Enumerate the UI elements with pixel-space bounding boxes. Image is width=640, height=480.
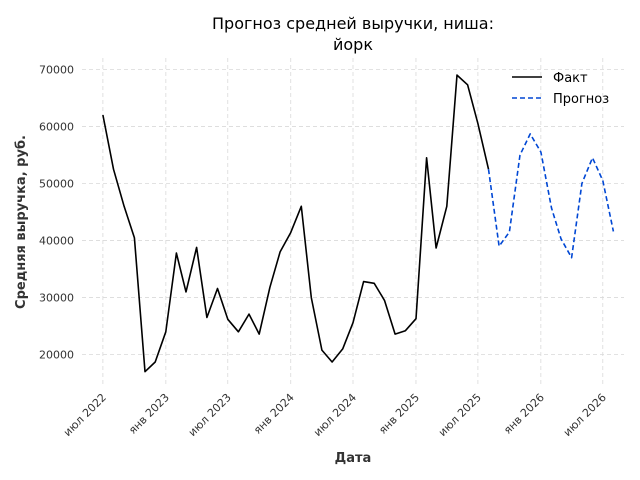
y-tick-label: 20000 [39,349,74,362]
y-tick-label: 40000 [39,235,74,248]
legend-label-fact: Факт [553,71,588,86]
series-line-forecast [487,133,615,259]
y-tick-label: 70000 [39,63,74,76]
x-axis-ticks: июл 2022 янв 2023 июл 2023 янв 2024 июл 2024… [61,391,609,439]
x-tick-label: янв 2023 [126,391,172,437]
x-axis-label: Дата [335,451,372,466]
chart-title-line-1: Прогноз средней выручки, ниша: [212,14,494,33]
x-tick-label: июл 2022 [61,391,109,439]
y-tick-label: 50000 [39,177,74,190]
y-axis-ticks: 20000 30000 40000 50000 60000 70000 [39,63,74,361]
x-tick-label: июл 2025 [436,391,484,439]
x-tick-label: июл 2024 [311,391,359,439]
y-tick-label: 60000 [39,120,74,133]
x-tick-label: июл 2026 [561,391,609,439]
x-tick-label: янв 2024 [251,391,297,437]
x-tick-label: июл 2023 [186,391,234,439]
y-tick-label: 30000 [39,292,74,305]
legend: Факт Прогноз [512,71,609,107]
chart-title-line-2: йорк [333,35,373,54]
series-lines [102,74,615,373]
x-tick-label: янв 2026 [501,391,547,437]
x-tick-label: янв 2025 [376,391,422,437]
legend-label-forecast: Прогноз [553,92,609,107]
series-line-fact [102,74,490,373]
y-axis-label: Средняя выручка, руб. [14,135,29,309]
